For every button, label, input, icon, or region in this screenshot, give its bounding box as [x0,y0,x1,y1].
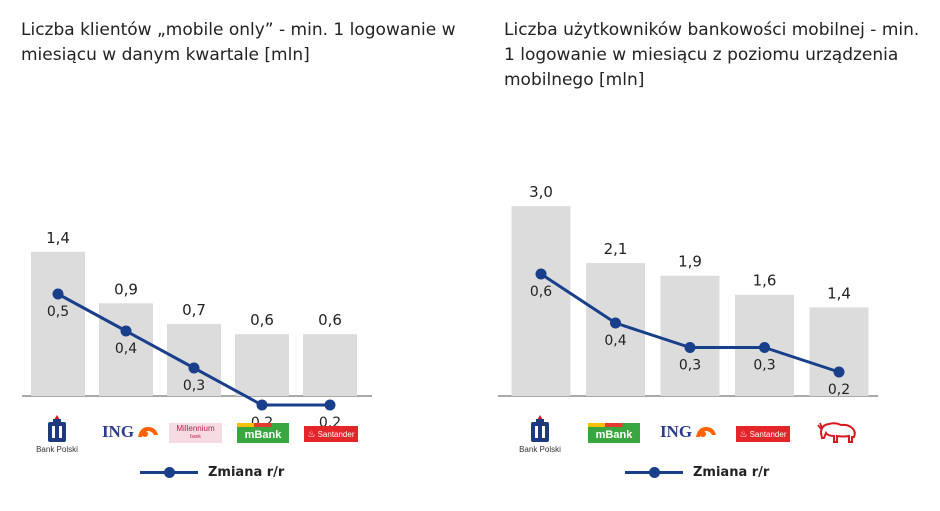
yoy-change-label: 0,3 [679,358,701,374]
ing-logo: ING [655,420,723,444]
yoy-change-label: 0,6 [530,284,552,300]
yoy-change-label: 0,4 [115,341,137,357]
mbank-logo: mBank [237,423,289,443]
mbank-wordmark: mBank [237,427,289,443]
legend-label: Zmiana r/r [693,464,770,480]
santander-logo: ♨ Santander [736,426,790,442]
bar-value-label: 0,9 [114,280,138,298]
millennium-subtitle: bank [190,434,201,440]
pko-emblem-icon [48,414,66,442]
yoy-change-label: 0,4 [604,333,626,349]
yoy-change-point [256,399,268,411]
pko-subtitle: Bank Polski [519,444,561,454]
yoy-change-point [52,288,64,300]
bar-ing [99,303,153,396]
yoy-change-point [833,366,845,378]
chart-title: Liczba użytkowników bankowości mobilnej … [504,20,920,90]
bar-value-label: 0,6 [318,311,342,329]
ing-lion-icon [696,427,717,437]
bar-pko-bank-polski [31,251,85,396]
yoy-change-point [324,399,336,411]
bar-mbank [235,334,289,396]
yoy-change-point [535,268,547,280]
chart-panel-mobile-users: Liczba użytkowników bankowości mobilnej … [490,0,940,511]
yoy-change-point [684,342,696,353]
millennium-logo: Millennium bank [169,423,222,443]
chart-mobile-only: 1,40,90,70,60,60,50,40,30,20,2 [22,229,372,431]
legend: Zmiana r/r [140,460,284,484]
chart-mobile-users: 3,0 2,1 1,9 1,6 1,4 0,6 0,4 0,3 0,3 0,2 [498,183,878,398]
santander-flame-icon: ♨ [739,428,748,439]
bar-value-label: 1,4 [827,284,851,302]
legend-line-marker [625,460,683,484]
bar-pekao [809,307,869,396]
bar-value-label: 2,1 [604,240,628,258]
ing-logo: ING [97,420,165,444]
chart-panel-mobile-only: Liczba klientów „mobile only” - min. 1 l… [21,20,456,484]
pko-emblem-icon [531,414,549,442]
bar-value-label: 3,0 [529,183,553,201]
santander-wordmark: Santander [749,429,787,439]
bar-value-label: 0,6 [250,311,274,329]
mbank-logo: mBank [588,423,640,443]
santander-logo: ♨ Santander [304,426,358,442]
bison-icon [817,422,856,443]
pko-bank-polski-logo: Bank Polski [515,410,565,458]
pekao-bison-logo [816,418,860,446]
bar-value-label: 1,4 [46,229,70,247]
bar-millennium [167,323,221,396]
ing-wordmark: ING [101,422,135,441]
bar-santander [303,334,357,396]
ing-lion-icon [138,427,159,437]
bar-pko-bank-polski [511,206,571,396]
legend-label: Zmiana r/r [208,464,285,480]
pko-subtitle: Bank Polski [36,444,78,454]
bar-value-label: 1,6 [753,272,777,290]
yoy-change-point [610,317,621,329]
bar-value-label: 1,9 [678,253,702,271]
yoy-change-label: 0,3 [183,378,205,394]
yoy-change-label: 0,5 [47,304,69,320]
millennium-wordmark: Millennium [176,424,215,433]
yoy-change-point [759,342,770,353]
bar-ing [660,275,720,396]
legend: Zmiana r/r [625,460,769,484]
ing-wordmark: ING [659,422,693,441]
legend-line-marker [140,460,198,484]
chart-title: Liczba klientów „mobile only” - min. 1 l… [21,20,456,65]
bar-value-label: 0,7 [182,301,206,319]
mbank-wordmark: mBank [588,427,640,443]
santander-wordmark: Santander [317,429,355,439]
yoy-change-label: 0,3 [753,358,775,374]
yoy-change-label: 0,2 [828,382,850,398]
santander-flame-icon: ♨ [307,428,316,439]
pko-bank-polski-logo: Bank Polski [32,410,82,458]
yoy-change-point [188,362,200,374]
yoy-change-point [120,325,132,337]
